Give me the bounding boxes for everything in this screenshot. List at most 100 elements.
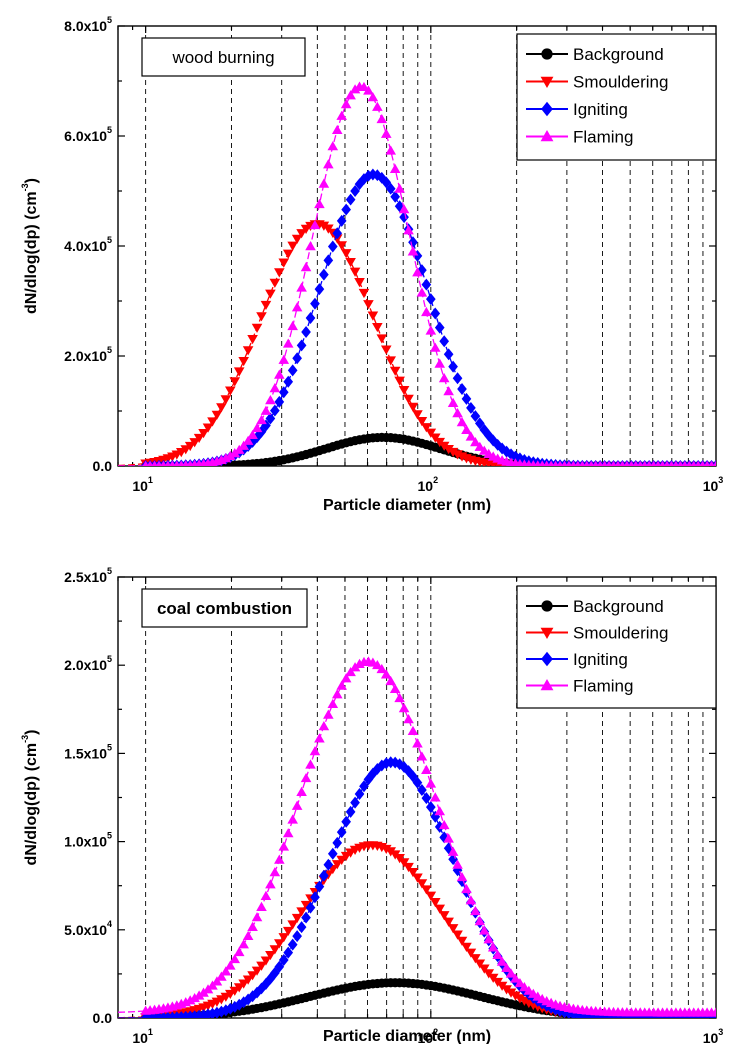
data-point-flaming xyxy=(434,806,446,816)
data-point-smouldering xyxy=(452,930,463,940)
data-point-igniting xyxy=(452,372,463,385)
data-point-flaming xyxy=(282,828,294,838)
data-point-igniting xyxy=(243,440,253,453)
data-point-flaming xyxy=(300,261,312,272)
data-point-flaming xyxy=(710,1007,716,1017)
data-point-igniting xyxy=(430,307,441,320)
data-point-smouldering xyxy=(474,959,486,969)
data-point-flaming xyxy=(434,358,446,368)
data-point-igniting xyxy=(425,293,436,306)
data-point-igniting xyxy=(354,178,365,191)
data-point-flaming xyxy=(327,141,339,151)
data-point-smouldering xyxy=(349,267,361,277)
data-point-flaming xyxy=(606,460,613,466)
data-point-smouldering xyxy=(403,394,414,404)
data-point-flaming xyxy=(663,460,671,466)
data-point-flaming xyxy=(327,698,339,709)
data-point-smouldering xyxy=(278,258,290,268)
data-point-flaming xyxy=(623,460,630,466)
legend-marker xyxy=(541,651,553,667)
data-point-flaming xyxy=(398,702,410,713)
data-point-flaming xyxy=(601,460,608,466)
data-point-flaming xyxy=(501,962,512,972)
data-point-smouldering xyxy=(207,417,218,427)
data-point-flaming xyxy=(242,435,254,445)
data-point-smouldering xyxy=(189,438,200,448)
panel-label-box xyxy=(141,588,308,628)
data-point-smouldering xyxy=(282,249,294,259)
data-point-flaming xyxy=(314,198,325,209)
data-point-igniting xyxy=(270,967,280,980)
data-point-flaming xyxy=(260,405,272,415)
series-line-flaming xyxy=(118,661,716,1014)
data-point-igniting xyxy=(475,417,485,430)
data-point-flaming xyxy=(465,431,477,441)
data-point-flaming xyxy=(340,673,352,683)
data-point-flaming xyxy=(336,110,347,120)
data-point-igniting xyxy=(466,401,476,414)
data-point-igniting xyxy=(265,412,276,425)
data-point-smouldering xyxy=(242,975,254,985)
data-point-igniting xyxy=(287,364,298,377)
data-point-smouldering xyxy=(282,926,294,937)
x-tick-label: 102 xyxy=(418,475,439,494)
data-point-flaming xyxy=(363,85,374,95)
data-point-flaming xyxy=(376,663,388,674)
chart-panel-2: 101 102 103 0.0 5.0x104 1.0x105 1.5x105 2.0x105… xyxy=(20,566,723,1044)
data-point-flaming xyxy=(340,99,352,109)
data-point-flaming xyxy=(394,692,405,703)
data-point-igniting xyxy=(421,278,432,291)
data-point-flaming xyxy=(318,721,330,731)
data-point-smouldering xyxy=(461,942,472,952)
data-point-igniting xyxy=(305,901,316,914)
data-point-flaming xyxy=(429,342,441,352)
data-point-flaming xyxy=(538,460,546,466)
data-point-flaming xyxy=(704,460,711,466)
data-point-flaming xyxy=(487,942,499,952)
data-point-igniting xyxy=(270,404,280,417)
legend-marker xyxy=(541,600,553,612)
data-point-flaming xyxy=(269,867,281,877)
data-point-flaming xyxy=(345,666,356,677)
data-point-igniting xyxy=(434,321,445,334)
data-point-flaming xyxy=(552,460,559,466)
data-point-igniting xyxy=(425,801,436,814)
data-point-flaming xyxy=(394,183,405,193)
data-point-flaming xyxy=(429,792,441,802)
data-point-flaming xyxy=(385,145,396,155)
data-point-flaming xyxy=(225,960,236,970)
data-point-flaming xyxy=(525,459,533,466)
data-point-smouldering xyxy=(389,366,401,376)
data-point-smouldering xyxy=(318,221,330,231)
chart-panel-1: 101 102 103 0.0 2.0x105 4.0x105 6.0x105 8.0x105… xyxy=(20,15,723,514)
data-point-igniting xyxy=(341,815,351,828)
data-point-igniting xyxy=(532,994,543,1007)
x-tick-label: 103 xyxy=(703,475,724,494)
data-point-flaming xyxy=(309,219,321,230)
data-point-flaming xyxy=(570,460,577,466)
data-point-smouldering xyxy=(296,229,307,239)
data-point-flaming xyxy=(367,92,379,102)
data-point-smouldering xyxy=(447,924,459,934)
data-point-flaming xyxy=(403,225,414,235)
data-point-smouldering xyxy=(229,377,241,387)
data-point-igniting xyxy=(448,360,458,373)
data-point-smouldering xyxy=(510,991,521,1001)
data-point-smouldering xyxy=(456,936,468,946)
data-point-igniting xyxy=(510,450,521,463)
data-point-igniting xyxy=(292,930,302,943)
data-point-igniting xyxy=(283,946,294,959)
data-point-flaming xyxy=(291,302,303,312)
data-point-flaming xyxy=(238,939,249,949)
data-point-smouldering xyxy=(340,249,352,259)
data-point-flaming xyxy=(443,833,454,843)
data-point-flaming xyxy=(637,460,644,466)
data-point-igniting xyxy=(238,996,249,1009)
data-point-flaming xyxy=(438,373,450,383)
data-point-smouldering xyxy=(287,241,298,251)
data-point-flaming xyxy=(269,382,281,393)
data-point-igniting xyxy=(305,312,316,324)
data-point-smouldering xyxy=(251,323,263,333)
data-point-flaming xyxy=(349,84,361,94)
data-point-flaming xyxy=(543,460,550,466)
